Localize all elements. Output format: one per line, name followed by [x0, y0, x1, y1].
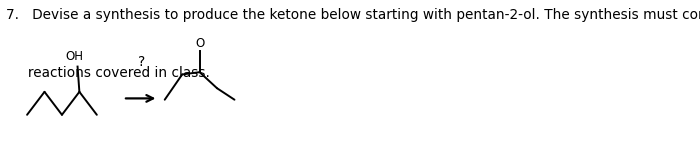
Text: 7.   Devise a synthesis to produce the ketone below starting with pentan-2-ol. T: 7. Devise a synthesis to produce the ket…: [6, 8, 700, 22]
Text: OH: OH: [65, 50, 83, 63]
Text: ?: ?: [138, 55, 145, 69]
Text: reactions covered in class.: reactions covered in class.: [6, 66, 209, 80]
Text: O: O: [195, 37, 204, 50]
